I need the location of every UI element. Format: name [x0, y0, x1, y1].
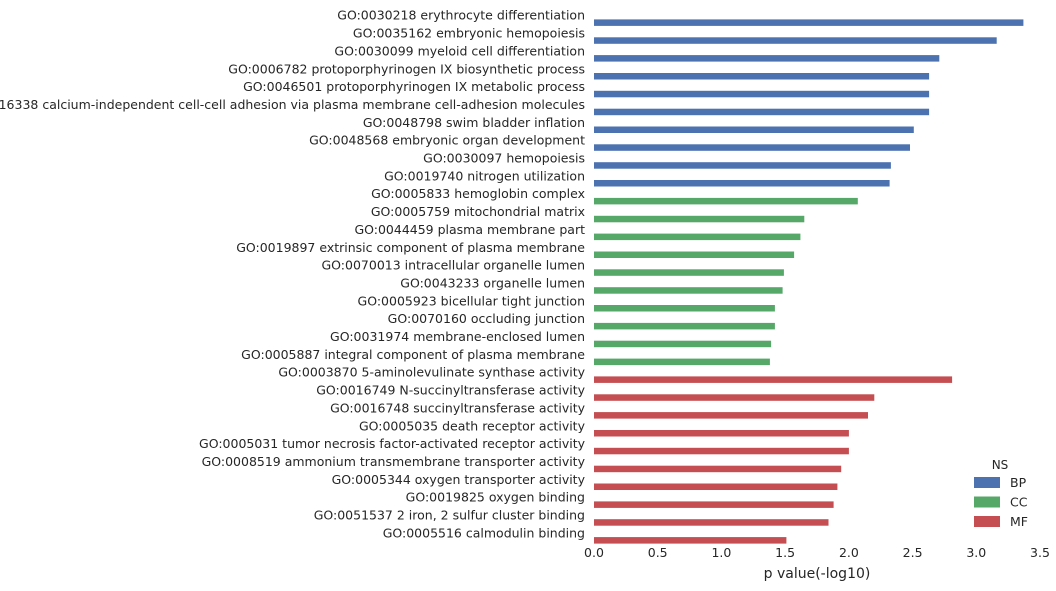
- y-tick-label: GO:0005759 mitochondrial matrix: [371, 204, 585, 219]
- bars-layer: [594, 19, 1024, 544]
- bar-bp: [594, 108, 930, 116]
- x-tick-label: 1.5: [775, 545, 795, 560]
- y-tick-label: GO:0005344 oxygen transporter activity: [332, 472, 586, 487]
- legend-label-bp: BP: [1010, 475, 1027, 490]
- bar-mf: [594, 519, 829, 526]
- y-tick-label: GO:0005923 bicellular tight junction: [358, 293, 585, 308]
- y-tick-labels: GO:0030218 erythrocyte differentiation GO…: [0, 8, 586, 541]
- bar-bp: [594, 180, 890, 187]
- y-tick-label: GO:0043233 organelle lumen: [400, 275, 585, 290]
- bar-mf: [594, 394, 875, 401]
- y-tick-label: GO:0031974 membrane-enclosed lumen: [330, 329, 585, 344]
- bar-cc: [594, 197, 858, 205]
- bar-cc: [594, 340, 772, 348]
- y-tick-label: GO:0030218 erythrocyte differentiation: [337, 8, 585, 23]
- legend-label-mf: MF: [1010, 514, 1028, 529]
- x-tick-label: 3.0: [966, 545, 986, 560]
- y-tick-label: GO:0005516 calmodulin binding: [383, 525, 585, 540]
- bar-bp: [594, 126, 914, 133]
- bar-mf: [594, 537, 787, 544]
- y-tick-label: GO:0046501 protoporphyrinogen IX metabol…: [243, 79, 585, 94]
- y-tick-label: GO:0048568 embryonic organ development: [309, 133, 585, 148]
- x-axis-label: p value(-log10): [764, 566, 871, 582]
- y-tick-label: GO:0019897 extrinsic component of plasma…: [236, 240, 585, 255]
- y-tick-label: GO:0044459 plasma membrane part: [354, 222, 585, 237]
- bar-mf: [594, 447, 849, 455]
- x-tick-labels: 0.0 0.5 1.0 1.5 2.0 2.5 3.0 3.5: [584, 545, 1050, 560]
- legend-label-cc: CC: [1010, 495, 1028, 510]
- bar-cc: [594, 269, 784, 276]
- x-tick-label: 3.5: [1030, 545, 1050, 560]
- bar-mf: [594, 412, 868, 419]
- y-tick-label: GO:0016338 calcium-independent cell-cell…: [0, 97, 585, 112]
- y-tick-label: GO:0006782 protoporphyrinogen IX biosynt…: [228, 61, 585, 76]
- y-tick-label: GO:0019825 oxygen binding: [406, 490, 585, 505]
- bar-cc: [594, 322, 775, 330]
- legend: NS BP CC MF: [974, 458, 1028, 529]
- x-tick-label: 0.0: [584, 545, 604, 560]
- bar-cc: [594, 287, 783, 294]
- bar-cc: [594, 215, 805, 223]
- bar-bp: [594, 90, 930, 98]
- x-tick-label: 2.5: [903, 545, 923, 560]
- x-tick-label: 0.5: [648, 545, 668, 560]
- y-tick-label: GO:0030097 hemopoiesis: [423, 151, 585, 166]
- bar-mf: [594, 465, 842, 473]
- legend-swatch-mf: [974, 516, 1000, 527]
- y-tick-label: GO:0005031 tumor necrosis factor-activat…: [199, 436, 586, 451]
- y-tick-label: GO:0005035 death receptor activity: [359, 418, 586, 433]
- y-tick-label: GO:0051537 2 iron, 2 sulfur cluster bind…: [314, 508, 585, 523]
- bar-mf: [594, 501, 834, 508]
- y-tick-label: GO:0070013 intracellular organelle lumen: [321, 258, 585, 273]
- bar-bp: [594, 37, 997, 44]
- bar-cc: [594, 251, 795, 258]
- y-tick-label: GO:0016748 succinyltransferase activity: [330, 400, 585, 415]
- bar-bp: [594, 162, 891, 169]
- y-tick-label: GO:0019740 nitrogen utilization: [384, 168, 585, 183]
- bar-mf: [594, 376, 953, 383]
- y-tick-label: GO:0070160 occluding junction: [388, 311, 585, 326]
- bar-bp: [594, 73, 930, 80]
- y-tick-label: GO:0005833 hemoglobin complex: [371, 186, 585, 201]
- bar-bp: [594, 55, 940, 62]
- bar-cc: [594, 305, 775, 312]
- legend-entries: BP CC MF: [974, 475, 1028, 529]
- bar-bp: [594, 144, 910, 151]
- bar-mf: [594, 483, 838, 490]
- bar-bp: [594, 19, 1024, 26]
- bar-mf: [594, 430, 849, 437]
- legend-swatch-bp: [974, 477, 1000, 488]
- bar-cc: [594, 358, 770, 366]
- y-tick-label: GO:0048798 swim bladder inflation: [363, 115, 585, 130]
- x-tick-label: 2.0: [839, 545, 859, 560]
- y-tick-label: GO:0008519 ammonium transmembrane transp…: [202, 454, 586, 469]
- legend-title: NS: [992, 458, 1009, 472]
- y-tick-label: GO:0003870 5-aminolevulinate synthase ac…: [278, 365, 585, 380]
- x-tick-label: 1.0: [711, 545, 731, 560]
- legend-swatch-cc: [974, 496, 1000, 508]
- y-tick-label: GO:0035162 embryonic hemopoiesis: [353, 26, 585, 41]
- y-tick-label: GO:0005887 integral component of plasma …: [241, 347, 585, 362]
- y-tick-label: GO:0030099 myeloid cell differentiation: [334, 43, 585, 58]
- bar-cc: [594, 233, 801, 241]
- y-tick-label: GO:0016749 N-succinyltransferase activit…: [316, 383, 585, 398]
